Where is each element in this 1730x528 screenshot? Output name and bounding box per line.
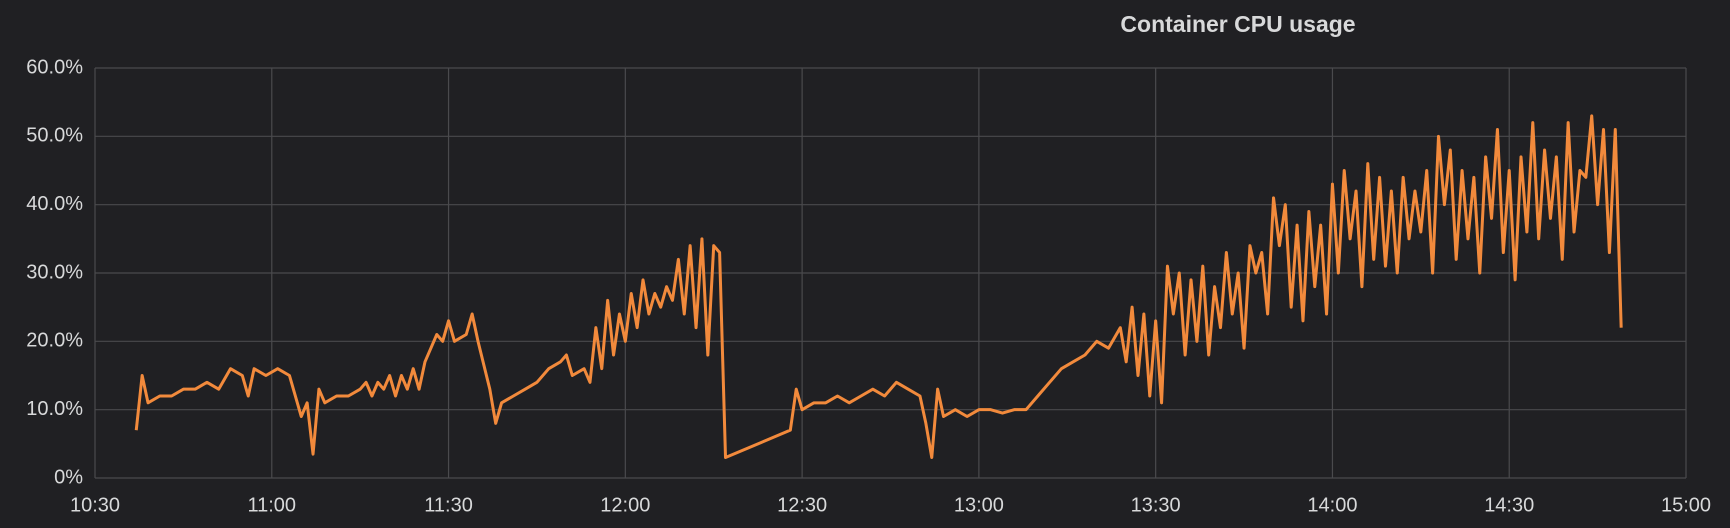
x-tick-label: 14:30 xyxy=(1484,494,1534,516)
x-tick-label: 12:30 xyxy=(777,494,827,516)
x-tick-label: 14:00 xyxy=(1307,494,1357,516)
y-tick-label: 20.0% xyxy=(26,330,83,352)
cpu-line xyxy=(134,114,1623,459)
x-tick-label: 13:30 xyxy=(1131,494,1181,516)
x-tick-label: 10:30 xyxy=(70,494,120,516)
x-tick-label: 11:00 xyxy=(247,494,296,516)
x-tick-label: 11:30 xyxy=(424,494,473,516)
y-tick-label: 40.0% xyxy=(26,193,83,215)
x-tick-label: 15:00 xyxy=(1661,494,1711,516)
y-tick-label: 30.0% xyxy=(26,261,83,283)
y-tick-label: 10.0% xyxy=(26,398,83,420)
y-tick-label: 50.0% xyxy=(26,125,83,147)
x-tick-label: 13:00 xyxy=(954,494,1004,516)
x-tick-label: 12:00 xyxy=(600,494,650,516)
panel-title: Container CPU usage xyxy=(1120,11,1355,37)
y-tick-label: 0% xyxy=(54,466,83,488)
y-tick-label: 60.0% xyxy=(26,56,83,78)
